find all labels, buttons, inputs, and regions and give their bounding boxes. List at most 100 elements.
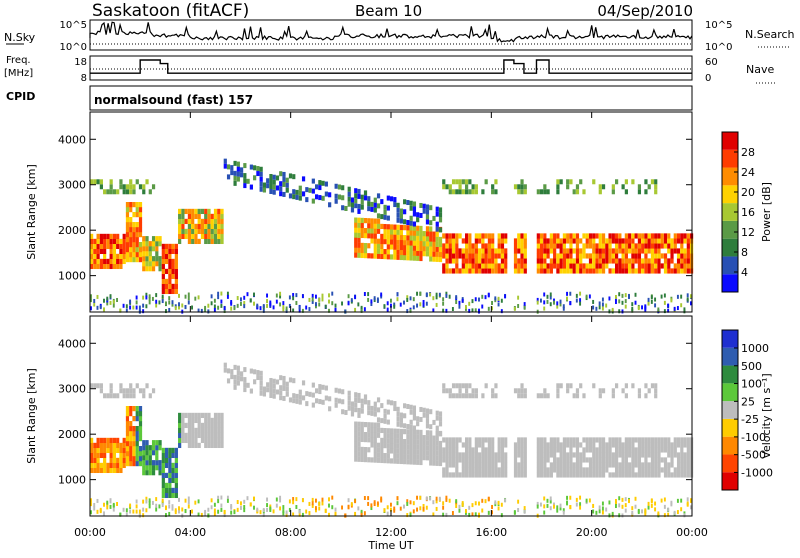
- power-cell: [416, 255, 420, 261]
- power-cell: [686, 297, 689, 302]
- velocity-cell: [676, 510, 679, 515]
- velocity-cell: [259, 370, 263, 376]
- velocity-cell: [308, 391, 312, 397]
- power-cell: [112, 300, 115, 305]
- velocity-cell: [442, 437, 446, 443]
- velocity-cell: [90, 452, 94, 459]
- velocity-cell: [605, 457, 609, 463]
- velocity-cell: [112, 437, 117, 444]
- velocity-cell: [435, 410, 439, 416]
- velocity-cell: [191, 427, 195, 434]
- power-cell: [155, 299, 158, 304]
- velocity-cell: [138, 406, 143, 412]
- power-cell: [380, 292, 383, 297]
- power-cell: [409, 255, 413, 261]
- power-cell: [360, 194, 364, 200]
- velocity-cell: [575, 462, 580, 468]
- power-cell: [458, 233, 462, 239]
- velocity-cell: [517, 462, 521, 468]
- velocity-cell: [373, 401, 377, 407]
- velocity-cell: [539, 502, 542, 507]
- velocity-cell: [448, 393, 452, 399]
- velocity-colorbar-swatch: [722, 347, 738, 366]
- velocity-cell: [406, 513, 409, 518]
- power-cell: [608, 238, 612, 244]
- power-cell: [673, 268, 677, 274]
- power-cell: [207, 208, 211, 215]
- velocity-cell: [686, 462, 690, 468]
- power-cell: [386, 244, 390, 250]
- power-cell: [314, 294, 317, 299]
- velocity-cell: [654, 393, 658, 399]
- power-cell: [491, 233, 495, 239]
- power-cell: [96, 305, 99, 310]
- velocity-cell: [628, 437, 632, 443]
- power-cell: [569, 238, 573, 244]
- power-cell: [386, 215, 390, 221]
- velocity-cell: [445, 447, 449, 453]
- velocity-cell: [631, 452, 635, 458]
- power-cell: [155, 293, 158, 298]
- velocity-cell: [151, 440, 156, 446]
- power-cell: [582, 243, 586, 249]
- velocity-cell: [494, 467, 498, 473]
- power-cell: [598, 263, 602, 269]
- power-cell: [471, 299, 474, 304]
- power-cell: [135, 227, 139, 233]
- velocity-cell: [461, 442, 465, 448]
- power-cell: [663, 293, 666, 298]
- power-cell: [207, 228, 211, 235]
- velocity-cell: [376, 417, 381, 423]
- velocity-cell: [243, 377, 247, 383]
- velocity-cell: [618, 437, 622, 443]
- velocity-cell: [109, 393, 113, 399]
- power-cell: [106, 296, 109, 301]
- power-cell: [464, 263, 469, 269]
- power-cell: [425, 209, 430, 215]
- power-cell: [99, 258, 103, 265]
- velocity-cell: [220, 417, 224, 424]
- power-cell: [468, 238, 472, 244]
- power-cell: [566, 258, 570, 264]
- velocity-cell: [409, 449, 413, 455]
- velocity-cell: [207, 417, 211, 424]
- power-cell: [409, 296, 412, 301]
- power-cell: [262, 308, 265, 313]
- power-cell: [380, 214, 384, 220]
- velocity-cell: [112, 393, 117, 399]
- velocity-cell: [363, 437, 368, 443]
- power-cell: [347, 191, 351, 197]
- velocity-cell: [543, 472, 547, 478]
- velocity-cell: [435, 460, 439, 466]
- power-cell: [151, 261, 156, 267]
- power-cell: [376, 223, 381, 229]
- velocity-cell: [354, 456, 358, 462]
- power-cell: [478, 238, 482, 244]
- power-cell: [357, 247, 361, 253]
- power-cell: [683, 238, 687, 244]
- power-cell: [246, 292, 249, 297]
- power-cell: [138, 207, 143, 213]
- velocity-cell: [262, 508, 265, 513]
- power-cell: [468, 248, 472, 254]
- velocity-cell: [142, 440, 146, 446]
- power-cell: [148, 246, 152, 252]
- velocity-cell: [598, 442, 602, 448]
- power-cell: [161, 268, 165, 275]
- power-cell: [478, 258, 482, 264]
- power-cell: [618, 258, 622, 264]
- velocity-cell: [406, 429, 410, 435]
- power-cell: [546, 189, 550, 195]
- velocity-cell: [500, 502, 503, 507]
- velocity-cell: [119, 452, 123, 459]
- power-cell: [383, 229, 387, 235]
- power-cell: [321, 180, 325, 186]
- velocity-cell: [103, 502, 105, 507]
- velocity-cell: [416, 507, 419, 512]
- velocity-cell: [624, 383, 628, 389]
- power-cell: [650, 299, 653, 304]
- velocity-cell: [575, 447, 580, 453]
- velocity-cell: [132, 431, 136, 437]
- power-cell: [644, 263, 648, 269]
